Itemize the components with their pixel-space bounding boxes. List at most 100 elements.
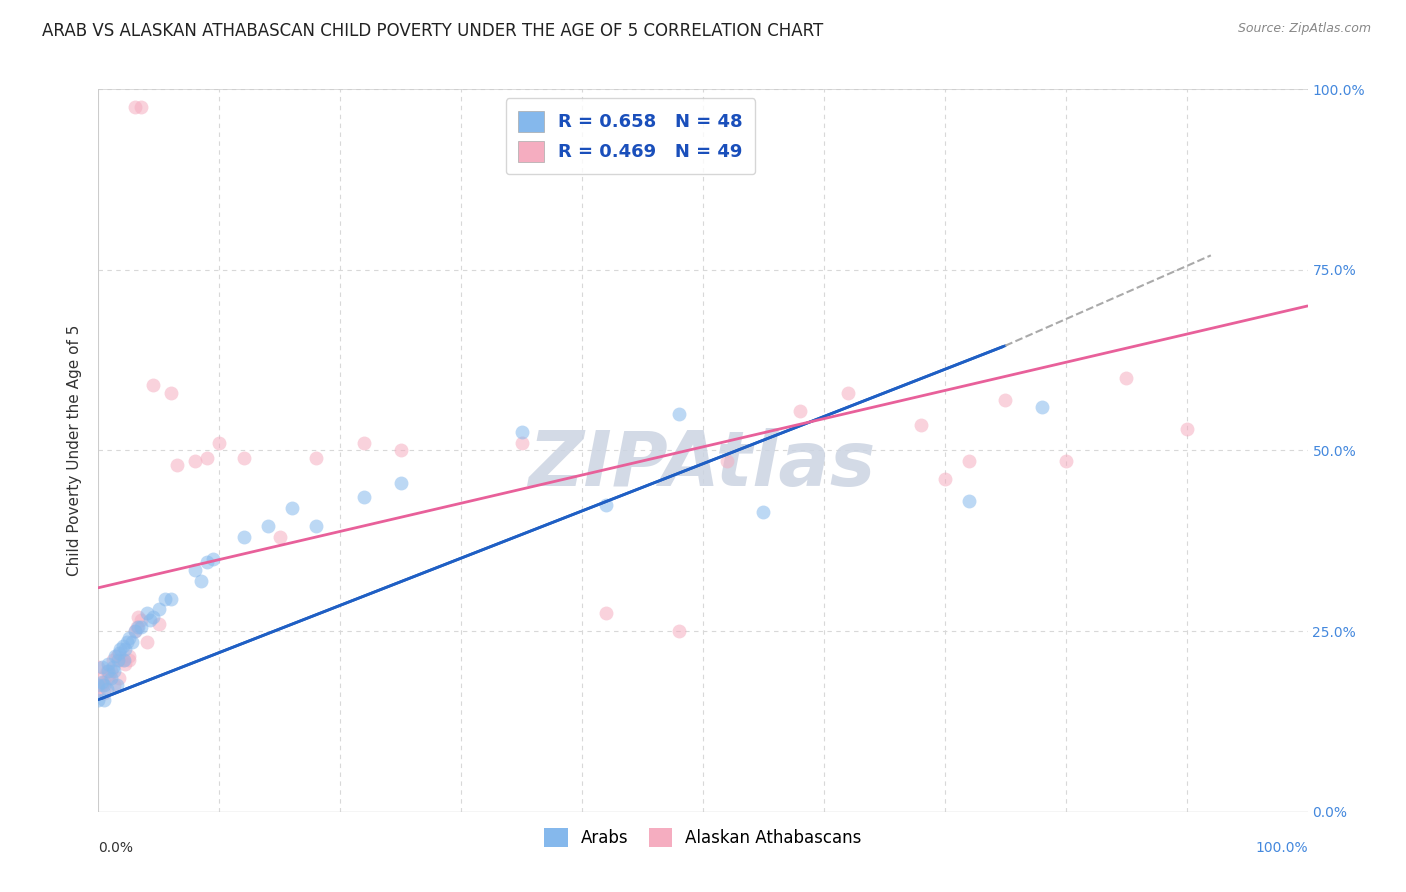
Point [142,378,165,392]
Point [118,632,141,646]
Point [96,664,118,678]
Point [91,678,114,692]
Point [111,653,134,667]
Point [957,494,980,508]
Point [100,671,122,685]
Point [127,620,149,634]
Point [160,385,183,400]
Point [108,671,131,685]
Point [148,602,170,616]
Point [153,591,176,606]
Point [389,443,412,458]
Point [184,563,207,577]
Point [117,635,139,649]
Point [934,472,956,486]
Point [87,660,110,674]
Point [127,620,149,634]
Point [837,385,859,400]
Point [101,660,124,674]
Point [112,653,135,667]
Point [1175,422,1198,436]
Point [129,100,152,114]
Point [353,436,375,450]
Point [160,591,183,606]
Point [716,454,738,468]
Point [166,458,188,472]
Point [100,664,122,678]
Text: 0.0%: 0.0% [98,840,134,855]
Point [108,653,131,667]
Point [114,657,136,671]
Point [101,653,124,667]
Point [789,403,811,417]
Point [139,613,162,627]
Point [97,671,120,685]
Point [124,624,146,639]
Point [668,624,690,639]
Text: Source: ZipAtlas.com: Source: ZipAtlas.com [1237,22,1371,36]
Point [111,639,134,653]
Point [305,450,328,465]
Point [97,657,120,671]
Point [91,660,114,674]
Point [90,671,112,685]
Point [96,681,118,696]
Point [957,454,980,468]
Point [103,664,125,678]
Point [93,685,115,699]
Point [103,678,125,692]
Point [353,491,375,505]
Point [510,425,533,440]
Legend: Arabs, Alaskan Athabascans: Arabs, Alaskan Athabascans [537,822,869,854]
Point [87,678,110,692]
Point [105,678,128,692]
Y-axis label: Child Poverty Under the Age of 5: Child Poverty Under the Age of 5 [67,325,83,576]
Point [127,609,149,624]
Point [142,609,165,624]
Point [305,519,328,533]
Point [114,642,136,657]
Point [129,620,152,634]
Point [1115,371,1137,385]
Point [190,574,212,588]
Point [105,649,128,664]
Point [994,392,1017,407]
Point [910,418,932,433]
Point [104,649,127,664]
Point [389,475,412,490]
Point [124,100,146,114]
Point [195,450,218,465]
Point [202,551,225,566]
Text: 100.0%: 100.0% [1256,840,1308,855]
Point [256,519,278,533]
Point [87,692,110,706]
Point [93,674,115,689]
Point [1031,400,1053,414]
Point [184,454,207,468]
Point [281,501,304,516]
Point [510,436,533,450]
Point [118,649,141,664]
Point [118,653,141,667]
Point [195,556,218,570]
Point [108,646,131,660]
Point [135,635,157,649]
Point [98,667,121,681]
Point [93,692,115,706]
Point [93,678,115,692]
Point [269,530,291,544]
Point [1054,454,1077,468]
Point [97,664,120,678]
Point [87,681,110,696]
Point [107,653,129,667]
Point [124,624,146,639]
Point [595,498,617,512]
Text: ZIPAtlas: ZIPAtlas [529,428,877,502]
Point [91,674,114,689]
Point [595,606,617,620]
Point [129,613,152,627]
Point [232,530,254,544]
Point [232,450,254,465]
Point [148,616,170,631]
Point [208,436,231,450]
